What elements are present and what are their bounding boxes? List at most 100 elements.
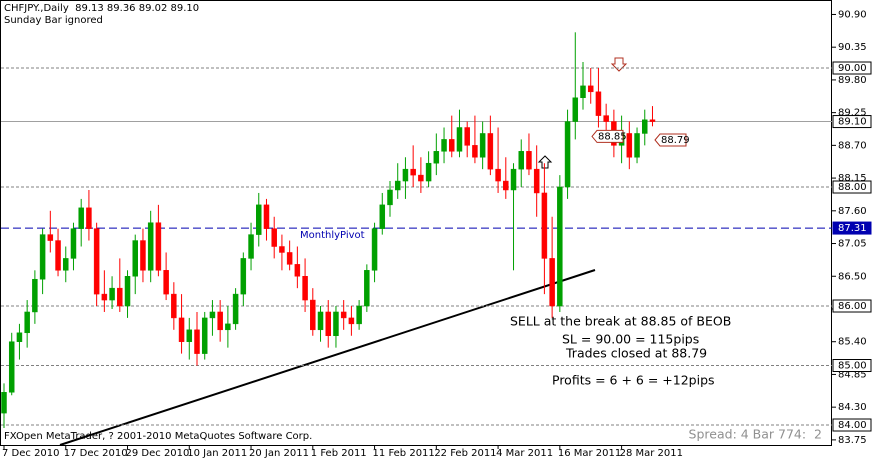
candle-body (649, 119, 656, 122)
level-box (832, 359, 872, 373)
candle-body (456, 127, 463, 152)
candle-body (109, 287, 115, 301)
candle-body (70, 228, 77, 259)
y-tick-label: 88.70 (838, 140, 867, 151)
candle-body (325, 311, 331, 337)
level-label: 84.00 (838, 420, 867, 431)
annotation: SL = 90.00 = 115pips (562, 332, 699, 347)
candle-body (32, 278, 38, 313)
candle-body (479, 133, 486, 158)
x-tick-label: 7 Dec 2010 (2, 448, 60, 459)
y-tick-label: 90.35 (838, 42, 867, 53)
candle-body (140, 240, 146, 271)
candle-body (39, 234, 46, 280)
candle-body (194, 329, 200, 354)
x-tick-label: 29 Dec 2010 (126, 448, 190, 459)
candle-body (557, 186, 563, 307)
candle-body (441, 139, 447, 152)
candle-body (294, 264, 301, 277)
price-label: 88.85 (598, 131, 627, 142)
x-tick-label: 4 Mar 2011 (496, 448, 553, 459)
level-box (832, 299, 872, 313)
x-tick-label: 17 Dec 2010 (64, 448, 128, 459)
candle-body (503, 180, 509, 191)
y-tick-label: 87.05 (838, 239, 867, 250)
x-tick-label: 20 Jan 2011 (249, 448, 309, 459)
candle-body (263, 204, 270, 229)
candle-body (379, 204, 386, 229)
down-arrow (610, 57, 628, 72)
candle-body (425, 162, 432, 182)
candle-body (302, 276, 308, 301)
x-tick-label: 1 Feb 2011 (311, 448, 367, 459)
candle-body (209, 311, 216, 319)
candle-body (8, 341, 15, 393)
x-tick-label: 22 Feb 2011 (434, 448, 496, 459)
candle-body (286, 252, 293, 265)
trend-line (59, 269, 596, 446)
chart-title: CHFJPY.,Daily 89.13 89.36 89.02 89.10 (4, 3, 199, 14)
candle-body (86, 207, 92, 229)
candle-body (256, 204, 262, 235)
candle-body (24, 311, 30, 334)
candle-body (132, 240, 138, 277)
y-tick-label: 89.80 (838, 75, 867, 86)
candle-body (1, 392, 7, 414)
candle-body (47, 234, 54, 241)
level-box (832, 115, 872, 129)
annotation: SELL at the break at 88.85 of BEOB (510, 314, 731, 329)
price-label-box (654, 133, 687, 147)
candle-body (178, 317, 185, 342)
y-tick-label: 88.15 (838, 173, 867, 184)
candle-body (418, 174, 424, 182)
candle-body (464, 127, 470, 146)
x-tick-label: 28 Mar 2011 (620, 448, 683, 459)
x-tick-label: 11 Feb 2011 (373, 448, 435, 459)
candle-body (356, 305, 362, 325)
candle-body (587, 85, 594, 93)
candle-body (279, 246, 285, 253)
candle-body (487, 133, 494, 170)
candle-body (117, 287, 123, 307)
level-label: 89.10 (838, 117, 867, 128)
candle-body (93, 228, 100, 295)
candle-body (248, 234, 254, 259)
annotation: Profits = 6 + 6 = +12pips (552, 373, 715, 388)
candle-body (595, 91, 602, 116)
candle-body (240, 258, 247, 295)
level-label: 87.31 (838, 223, 867, 234)
price-label-box (591, 129, 624, 143)
price-label: 88.79 (661, 135, 690, 146)
candle-body (580, 85, 586, 99)
level-label: 88.00 (838, 182, 867, 193)
y-tick-label: 90.90 (838, 9, 867, 20)
candle-body (449, 139, 455, 152)
candle-body (472, 145, 478, 158)
candle-body (16, 332, 23, 342)
candle-body (402, 168, 409, 182)
candle-body (225, 323, 231, 331)
candle-body (147, 222, 154, 271)
level-label: 86.00 (838, 301, 867, 312)
candle-body (271, 228, 277, 247)
y-tick-label: 87.60 (838, 206, 867, 217)
y-tick-label: 84.30 (838, 402, 867, 413)
y-tick-label: 84.85 (838, 369, 867, 380)
candle-body (495, 168, 501, 182)
candle-body (163, 270, 169, 295)
candle-body (217, 311, 223, 331)
candle-body (340, 311, 347, 319)
y-tick-label: 85.40 (838, 337, 867, 348)
y-tick-label: 86.50 (838, 271, 867, 282)
candle-body (433, 151, 440, 164)
candle-body (564, 121, 571, 188)
plot-frame (0, 0, 832, 446)
annotation: Trades closed at 88.79 (565, 346, 707, 361)
candle-body (533, 168, 540, 194)
level-box (832, 180, 872, 194)
candle-body (541, 192, 548, 259)
candle-body (526, 151, 532, 170)
candle-body (63, 258, 69, 271)
candle-body (55, 240, 61, 271)
